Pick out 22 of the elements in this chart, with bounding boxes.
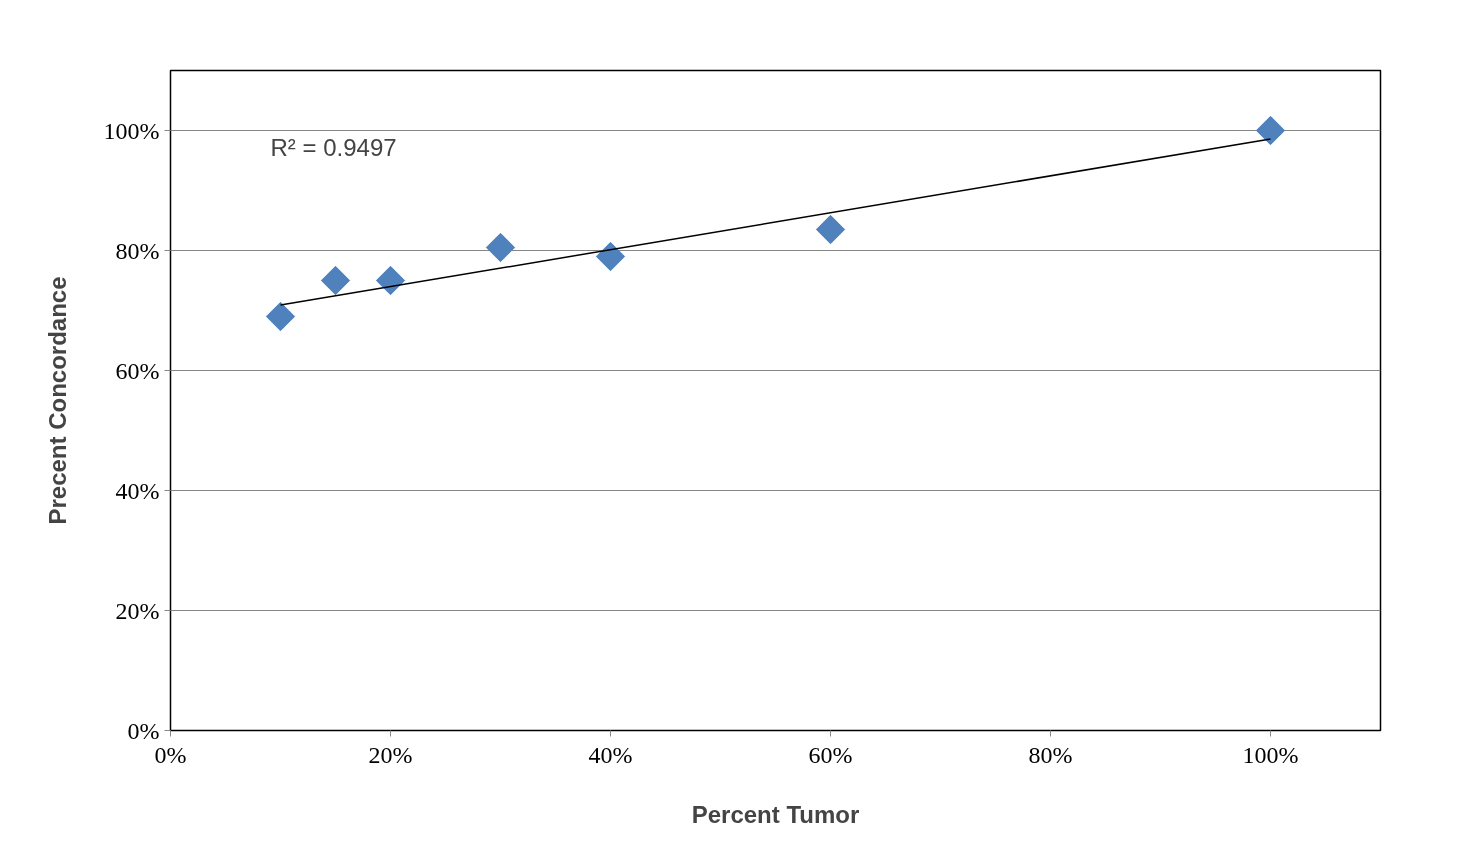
y-axis-title: Precent Concordance <box>43 276 71 525</box>
point <box>265 301 296 332</box>
point <box>320 265 351 296</box>
x-tick-label: 100% <box>1242 741 1299 768</box>
x-tick-label: 60% <box>808 741 853 768</box>
annotation: R² = 0.9497 <box>270 133 397 161</box>
x-tick-label: 40% <box>588 741 633 768</box>
point <box>815 214 846 245</box>
y-tick-label: 20% <box>115 597 160 624</box>
y-tick-label: 0% <box>127 717 160 744</box>
x-tick-label: 0% <box>154 741 187 768</box>
x-tick-label: 80% <box>1028 741 1073 768</box>
y-tick-label: 100% <box>103 117 160 144</box>
y-tick-label: 80% <box>115 237 160 264</box>
point <box>485 232 516 263</box>
x-axis-title: Percent Tumor <box>691 800 860 828</box>
point <box>1255 115 1286 146</box>
y-tick-label: 40% <box>115 477 160 504</box>
point <box>375 265 406 296</box>
point <box>595 241 626 272</box>
x-tick-label: 20% <box>368 741 413 768</box>
y-tick-label: 60% <box>115 357 160 384</box>
